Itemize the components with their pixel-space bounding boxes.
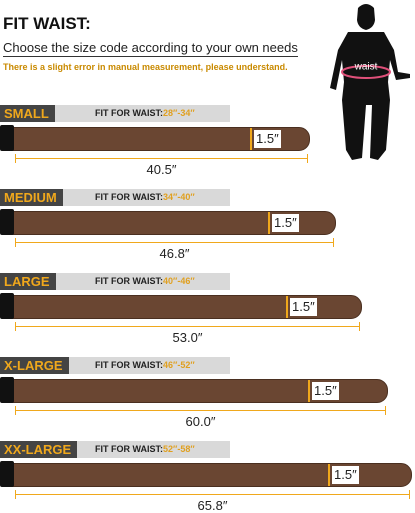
note: There is a slight error in manual measur…: [3, 62, 288, 72]
title: FIT WAIST:: [3, 14, 91, 33]
fit-text: FIT FOR WAIST:: [95, 108, 163, 118]
label-band: [0, 273, 230, 290]
subtitle: Choose the size code according to your o…: [3, 40, 298, 57]
width-label: 1.5″: [312, 382, 339, 400]
size-name: X-LARGE: [0, 357, 69, 374]
width-label: 1.5″: [254, 130, 281, 148]
buckle: [0, 461, 14, 487]
width-marker: [308, 380, 310, 402]
width-marker: [250, 128, 252, 150]
length-line: [15, 322, 360, 331]
length-label: 40.5″: [146, 162, 177, 177]
length-line: [15, 406, 386, 415]
fit-label: FIT FOR WAIST:28″-34″: [95, 105, 195, 122]
soldier-figure: waist: [330, 4, 410, 160]
label-band: [0, 105, 230, 122]
width-label: 1.5″: [332, 466, 359, 484]
width-marker: [286, 296, 288, 318]
fit-range: 40″-46″: [163, 276, 195, 286]
fit-text: FIT FOR WAIST:: [95, 276, 163, 286]
page: FIT WAIST: Choose the size code accordin…: [0, 4, 412, 513]
length-label: 53.0″: [172, 330, 203, 345]
length-line: [15, 154, 308, 163]
fit-label: FIT FOR WAIST:46″-52″: [95, 357, 195, 374]
fit-text: FIT FOR WAIST:: [95, 192, 163, 202]
fit-text: FIT FOR WAIST:: [95, 360, 163, 370]
width-label: 1.5″: [272, 214, 299, 232]
fit-label: FIT FOR WAIST:34″-40″: [95, 189, 195, 206]
fit-range: 46″-52″: [163, 360, 195, 370]
size-name: XX-LARGE: [0, 441, 78, 458]
size-name: MEDIUM: [0, 189, 63, 206]
fit-range: 34″-40″: [163, 192, 195, 202]
buckle: [0, 209, 14, 235]
fit-range: 52″-58″: [163, 444, 195, 454]
fit-label: FIT FOR WAIST:52″-58″: [95, 441, 195, 458]
length-label: 46.8″: [159, 246, 190, 261]
fit-text: FIT FOR WAIST:: [95, 444, 163, 454]
buckle: [0, 125, 14, 151]
size-name: LARGE: [0, 273, 56, 290]
buckle: [0, 293, 14, 319]
length-label: 65.8″: [197, 498, 228, 513]
width-marker: [268, 212, 270, 234]
length-label: 60.0″: [185, 414, 216, 429]
length-line: [15, 238, 334, 247]
figure-label: waist: [354, 62, 378, 73]
fit-label: FIT FOR WAIST:40″-46″: [95, 273, 195, 290]
width-label: 1.5″: [290, 298, 317, 316]
buckle: [0, 377, 14, 403]
fit-range: 28″-34″: [163, 108, 195, 118]
width-marker: [328, 464, 330, 486]
size-name: SMALL: [0, 105, 55, 122]
length-line: [15, 490, 410, 499]
